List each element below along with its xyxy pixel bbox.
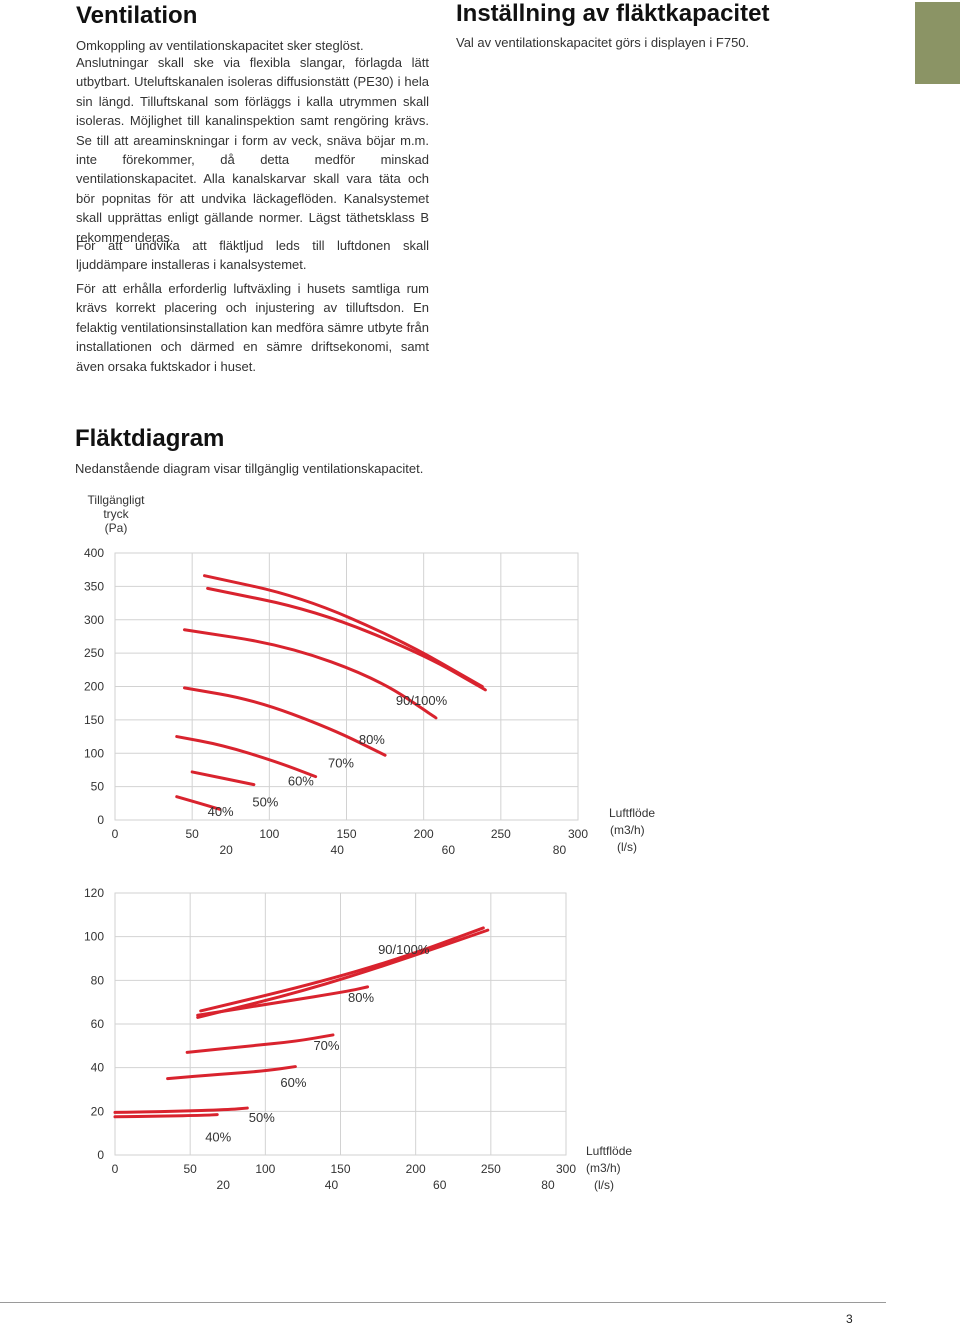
chart-1-x-axis-label: (l/s) (594, 1178, 614, 1192)
chart-1-x-tick-label: 200 (406, 1162, 426, 1176)
chart-1-x-axis-label: (m3/h) (586, 1161, 621, 1175)
chart-0-y-tick-label: 100 (84, 746, 104, 760)
power-chart: 0 20 40 60 80 100 120 0 50 100 150 200 250 300 20 40 60 8… (84, 886, 632, 1192)
chart-0-series-60-curve (175, 735, 318, 779)
chart-1-series-90100-curve (199, 926, 485, 1013)
ventilation-paragraph-1: Anslutningar skall ske via flexibla slan… (76, 55, 429, 245)
chart-0-curve-label: 80% (359, 732, 385, 747)
chart-1-series-50-curve (113, 1106, 249, 1114)
chart-0-x-axis-label: Luftflöde (609, 806, 655, 820)
chart-1-curve-label: 80% (348, 990, 374, 1005)
chart-0-x-tick-label: 50 (185, 827, 199, 841)
chart-1-series-60-curve (166, 1065, 297, 1081)
chart-0-y-tick-label: 150 (84, 713, 104, 727)
chart-1-y-tick-label: 60 (91, 1017, 105, 1031)
chart-0-series-80-curve (182, 628, 438, 720)
chart-0-y-axis-label: Tillgängligt (88, 493, 146, 507)
chart-0-x-tick-label: 0 (112, 827, 119, 841)
chart-0-y-tick-label: 250 (84, 646, 104, 660)
ventilation-paragraph-2: För att undvika att fläktljud leds till … (76, 238, 429, 273)
chart-1-x-tick-label-ls: 40 (325, 1178, 339, 1192)
chart-1-x-tick-label: 300 (556, 1162, 576, 1176)
ventilation-intro: Omkoppling av ventilationskapacitet sker… (76, 38, 364, 53)
chart-1-y-tick-label: 100 (84, 930, 104, 944)
chart-1-y-tick-label: 20 (91, 1104, 105, 1118)
chart-1-curve-label: 70% (313, 1038, 339, 1053)
chart-0-series-70-curve (182, 686, 387, 757)
chart-1-y-tick-label: 40 (91, 1061, 105, 1075)
chart-0-curve-label: 50% (252, 795, 278, 810)
chart-1-x-tick-label: 250 (481, 1162, 501, 1176)
chart-1-y-tick-label: 80 (91, 973, 105, 987)
chart-1-x-tick-label-ls: 20 (217, 1178, 231, 1192)
chart-0-y-tick-label: 0 (97, 813, 104, 827)
chart-1-series-40-curve (113, 1113, 219, 1119)
installning-title: Inställning av fläktkapacitet (456, 0, 770, 27)
chart-0-x-tick-label-ls: 20 (219, 843, 233, 857)
section-tab (915, 2, 960, 84)
flaktdiagram-title: Fläktdiagram (75, 425, 225, 452)
chart-0-curve-label: 90/100% (396, 693, 448, 708)
chart-0-x-tick-label-ls: 60 (442, 843, 456, 857)
chart-1-curve-label: 90/100% (378, 942, 430, 957)
chart-1-series-70-curve (185, 1033, 335, 1054)
chart-0-x-tick-label: 150 (336, 827, 356, 841)
chart-0-x-tick-label: 200 (414, 827, 434, 841)
chart-0-y-axis-label: (Pa) (105, 521, 128, 535)
chart-0-curve-label: 60% (288, 773, 314, 788)
ventilation-title: Ventilation (76, 2, 198, 29)
footer-rule (0, 1302, 886, 1303)
chart-0-y-tick-label: 200 (84, 680, 104, 694)
chart-0-curve-label: 70% (328, 755, 354, 770)
chart-1-y-tick-label: 120 (84, 886, 104, 900)
chart-1-x-tick-label-ls: 80 (541, 1178, 555, 1192)
chart-0-series-50-curve (190, 770, 256, 787)
chart-1-x-tick-label: 100 (255, 1162, 275, 1176)
chart-0-series-90100-curve (203, 574, 484, 688)
chart-0-x-axis-label: (m3/h) (610, 823, 645, 837)
chart-0-x-axis-label: (l/s) (617, 840, 637, 854)
chart-1-y-tick-label: 0 (97, 1148, 104, 1162)
pressure-chart: 0 50 100 150 200 250 300 350 400 0 50 100 150 200 250 3… (84, 493, 655, 857)
chart-0-y-tick-label: 300 (84, 613, 104, 627)
installning-text: Val av ventilationskapacitet görs i disp… (456, 35, 750, 50)
chart-0-y-axis-label: tryck (103, 507, 129, 521)
chart-0-curve-label: 40% (208, 804, 234, 819)
chart-0-y-tick-label: 350 (84, 579, 104, 593)
chart-1-curve-label: 40% (205, 1130, 231, 1145)
chart-1-series-90100-curve (196, 928, 490, 1019)
page-number: 3 (846, 1312, 853, 1326)
chart-0-series-40-curve (175, 795, 222, 811)
ventilation-paragraph-3: För att erhålla erforderlig luftväxling … (76, 281, 429, 374)
chart-0-x-tick-label: 100 (259, 827, 279, 841)
chart-1-x-axis-label: Luftflöde (586, 1144, 632, 1158)
chart-1-x-tick-label: 0 (112, 1162, 119, 1176)
flaktdiagram-intro: Nedanstående diagram visar tillgänglig v… (75, 461, 424, 476)
chart-0-x-tick-label: 300 (568, 827, 588, 841)
chart-1-curve-label: 60% (280, 1075, 306, 1090)
chart-1-curve-label: 50% (249, 1110, 275, 1125)
chart-0-x-tick-label-ls: 40 (331, 843, 345, 857)
chart-1-x-tick-label-ls: 60 (433, 1178, 447, 1192)
chart-0-x-tick-label-ls: 80 (553, 843, 567, 857)
chart-1-x-tick-label: 150 (330, 1162, 350, 1176)
chart-1-x-tick-label: 50 (183, 1162, 197, 1176)
chart-0-y-tick-label: 50 (91, 780, 105, 794)
chart-0-y-tick-label: 400 (84, 546, 104, 560)
chart-0-x-tick-label: 250 (491, 827, 511, 841)
